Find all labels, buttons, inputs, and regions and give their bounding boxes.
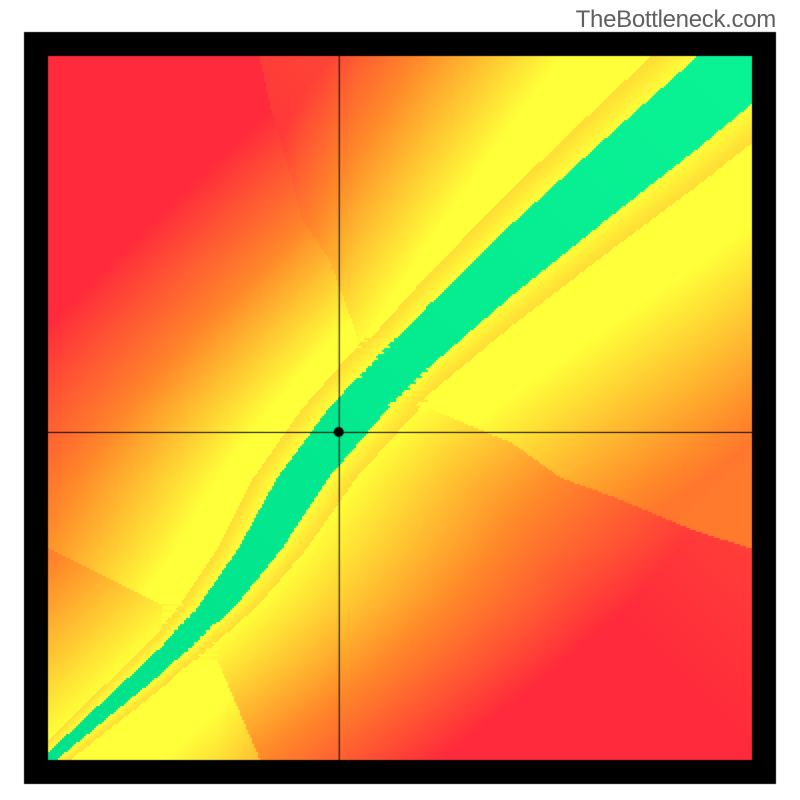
bottleneck-heatmap <box>0 0 800 800</box>
watermark-text: TheBottleneck.com <box>576 6 776 34</box>
